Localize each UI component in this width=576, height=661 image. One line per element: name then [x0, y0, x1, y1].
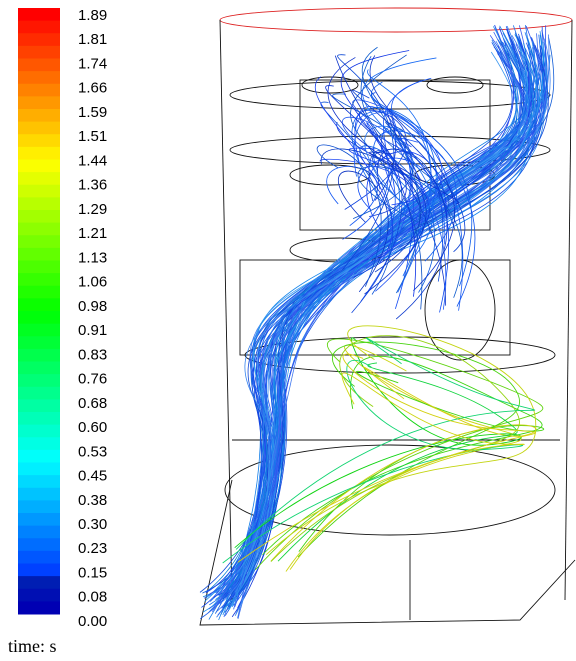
color-band — [18, 564, 60, 577]
colorbar-label: 1.81 — [78, 31, 107, 48]
color-band — [18, 551, 60, 564]
streamline — [271, 367, 536, 562]
color-band — [18, 298, 60, 311]
colorbar-label: 1.29 — [78, 201, 107, 218]
color-band — [18, 538, 60, 551]
colorbar-label: 1.06 — [78, 274, 107, 291]
colorbar-label: 0.23 — [78, 540, 107, 557]
colorbar-label: 1.13 — [78, 249, 107, 266]
caption: time: s — [8, 636, 57, 656]
color-band — [18, 500, 60, 513]
color-band — [18, 336, 60, 349]
ring — [302, 77, 358, 93]
colorbar-label: 1.89 — [78, 7, 107, 24]
streamline — [286, 345, 521, 571]
streamlines — [200, 25, 554, 620]
colorbar-label: 1.44 — [78, 152, 107, 169]
color-band — [18, 147, 60, 160]
colorbar-label: 0.91 — [78, 322, 107, 339]
streamline — [206, 38, 532, 592]
colorbar-label: 1.51 — [78, 128, 107, 145]
streamline — [238, 27, 514, 608]
edge — [565, 20, 572, 600]
color-band — [18, 399, 60, 412]
color-band — [18, 362, 60, 375]
colorbar-label: 1.66 — [78, 80, 107, 97]
color-band — [18, 488, 60, 501]
color-band — [18, 513, 60, 526]
color-band — [18, 601, 60, 614]
color-band — [18, 412, 60, 425]
colorbar-label: 0.30 — [78, 516, 107, 533]
colorbar-labels: 1.89 1.81 1.74 1.66 1.59 1.51 1.44 1.36 1.29 1.21… — [78, 7, 107, 630]
top-rim — [220, 8, 572, 32]
color-band — [18, 109, 60, 122]
colorbar — [18, 8, 60, 615]
colorbar-label: 1.21 — [78, 225, 107, 242]
color-band — [18, 450, 60, 463]
ring — [230, 81, 550, 109]
streamline — [200, 46, 534, 592]
color-band — [18, 210, 60, 223]
colorbar-label: 0.76 — [78, 371, 107, 388]
colorbar-label: 0.60 — [78, 419, 107, 436]
color-band — [18, 235, 60, 248]
color-band — [18, 248, 60, 261]
color-band — [18, 387, 60, 400]
color-band — [18, 526, 60, 539]
ring — [427, 77, 483, 93]
color-band — [18, 589, 60, 602]
color-band — [18, 273, 60, 286]
color-band — [18, 71, 60, 84]
canvas: 1.89 1.81 1.74 1.66 1.59 1.51 1.44 1.36 1.29 1.21… — [0, 0, 576, 661]
colorbar-label: 0.38 — [78, 492, 107, 509]
color-band — [18, 463, 60, 476]
colorbar-label: 1.59 — [78, 104, 107, 121]
colorbar-label: 0.53 — [78, 443, 107, 460]
color-band — [18, 33, 60, 46]
color-band — [18, 425, 60, 438]
colorbar-label: 0.98 — [78, 298, 107, 315]
edge — [220, 20, 232, 600]
colorbar-label: 0.83 — [78, 346, 107, 363]
color-band — [18, 324, 60, 337]
color-band — [18, 160, 60, 173]
streamline — [203, 26, 518, 612]
color-band — [18, 185, 60, 198]
streamline — [232, 48, 528, 604]
color-band — [18, 437, 60, 450]
colorbar-label: 1.36 — [78, 177, 107, 194]
color-band — [18, 122, 60, 135]
color-band — [18, 349, 60, 362]
color-band — [18, 223, 60, 236]
color-band — [18, 475, 60, 488]
colorbar-label: 0.00 — [78, 613, 107, 630]
color-band — [18, 172, 60, 185]
colorbar-label: 0.68 — [78, 395, 107, 412]
color-band — [18, 59, 60, 72]
color-band — [18, 261, 60, 274]
color-band — [18, 46, 60, 59]
color-band — [18, 21, 60, 34]
color-band — [18, 576, 60, 589]
color-band — [18, 197, 60, 210]
figure: 1.89 1.81 1.74 1.66 1.59 1.51 1.44 1.36 1.29 1.21… — [0, 0, 576, 661]
color-band — [18, 96, 60, 109]
streamline — [290, 373, 524, 570]
colorbar-label: 1.74 — [78, 55, 107, 72]
colorbar-label: 0.45 — [78, 468, 107, 485]
color-band — [18, 374, 60, 387]
color-band — [18, 286, 60, 299]
colorbar-label: 0.15 — [78, 564, 107, 581]
color-band — [18, 8, 60, 21]
colorbar-label: 0.08 — [78, 589, 107, 606]
color-band — [18, 134, 60, 147]
color-band — [18, 311, 60, 324]
color-band — [18, 84, 60, 97]
